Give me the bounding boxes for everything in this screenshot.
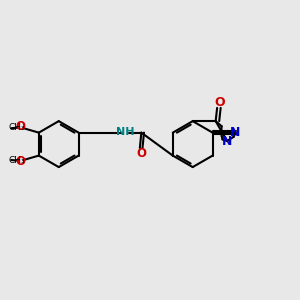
Text: O: O (15, 120, 25, 133)
Text: NH: NH (116, 127, 134, 137)
Text: O: O (15, 155, 25, 168)
Text: O: O (136, 147, 146, 160)
Text: CH₃: CH₃ (9, 123, 26, 132)
Text: N: N (230, 126, 241, 139)
Text: N: N (222, 134, 232, 148)
Text: CH₃: CH₃ (9, 156, 26, 165)
Text: O: O (214, 96, 225, 110)
